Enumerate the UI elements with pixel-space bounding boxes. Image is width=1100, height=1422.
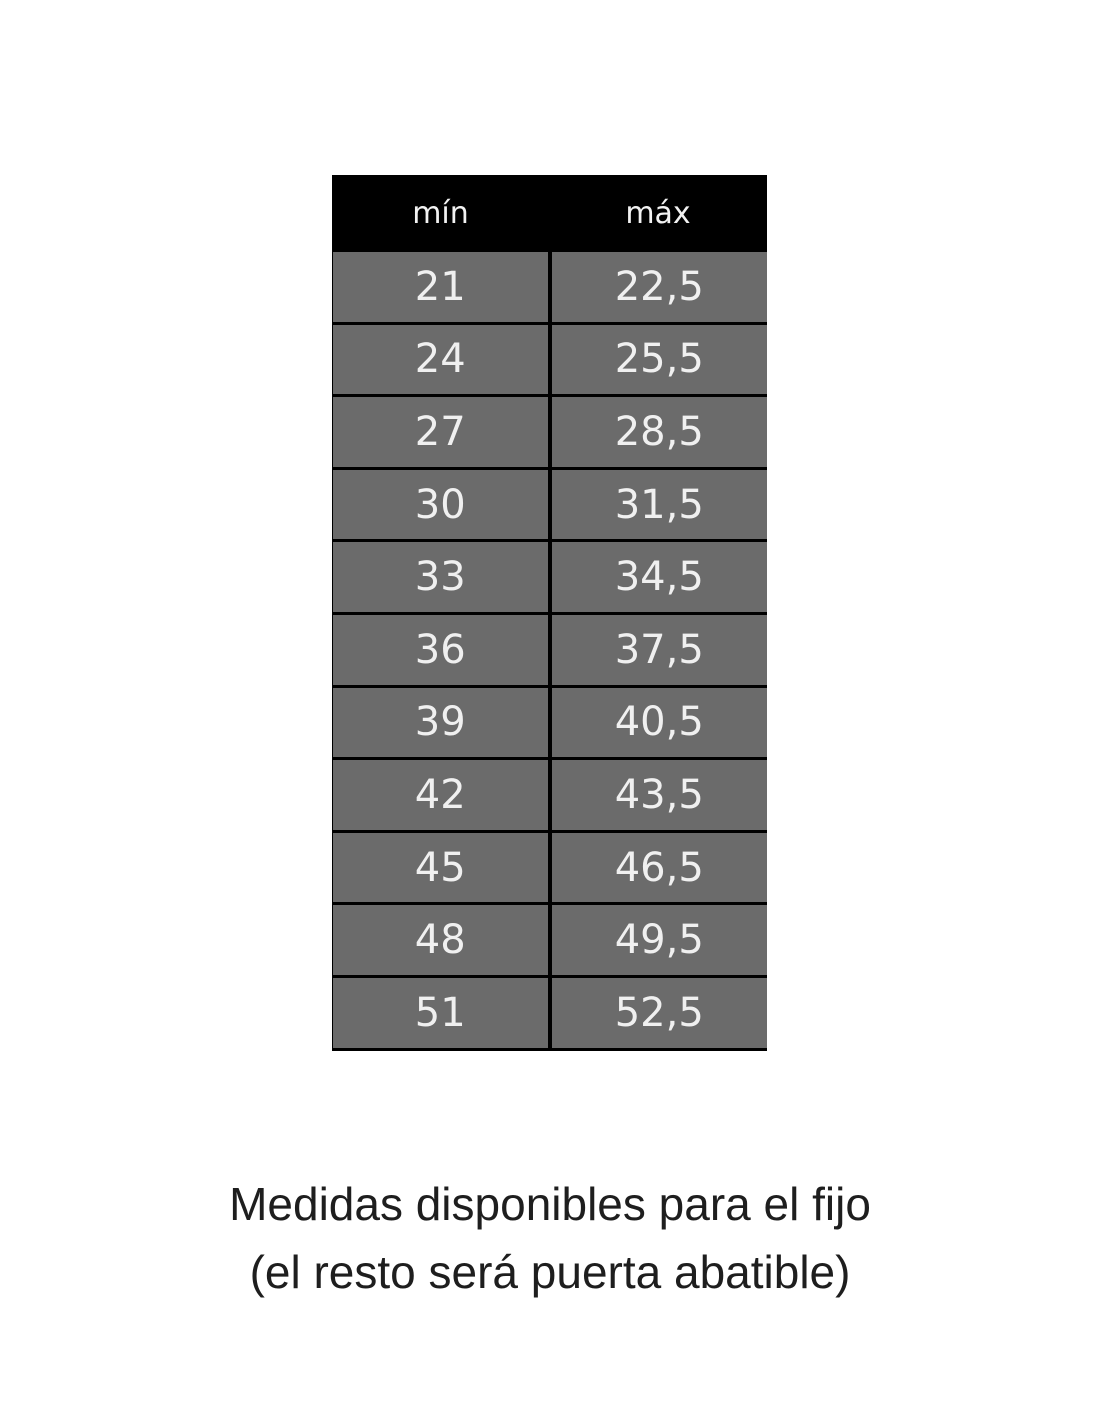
table-header: mín máx: [332, 175, 767, 252]
table-row: 36 37,5: [332, 614, 767, 688]
cell-min: 33: [333, 542, 548, 612]
table-row: 51 52,5: [332, 977, 767, 1051]
table-row: 42 43,5: [332, 760, 767, 833]
cell-max: 37,5: [551, 614, 767, 685]
cell-max: 43,5: [551, 760, 767, 830]
size-table: mín máx 21 22,5 24 25,5 27 28,5 30 31,5 33 34,5 36…: [332, 175, 767, 1051]
cell-min: 36: [333, 614, 548, 685]
cell-min: 45: [333, 832, 548, 903]
cell-max: 52,5: [551, 977, 767, 1048]
cell-max: 34,5: [551, 542, 767, 612]
cell-max: 25,5: [551, 324, 767, 395]
header-min: mín: [412, 196, 469, 231]
cell-min: 30: [333, 469, 548, 540]
cell-min: 24: [333, 324, 548, 395]
cell-max: 40,5: [551, 687, 767, 758]
table-row: 33 34,5: [332, 542, 767, 615]
cell-max: 31,5: [551, 469, 767, 540]
table-row: 45 46,5: [332, 832, 767, 906]
table-row: 48 49,5: [332, 905, 767, 978]
cell-min: 39: [333, 687, 548, 758]
cell-min: 48: [333, 905, 548, 975]
cell-max: 22,5: [551, 252, 767, 322]
cell-max: 46,5: [551, 832, 767, 903]
cell-max: 28,5: [551, 397, 767, 467]
table-row: 21 22,5: [332, 252, 767, 325]
table-row: 27 28,5: [332, 397, 767, 470]
caption: Medidas disponibles para el fijo (el res…: [0, 1170, 1100, 1306]
table-row: 39 40,5: [332, 687, 767, 761]
table-row: 30 31,5: [332, 469, 767, 543]
cell-min: 51: [333, 977, 548, 1048]
table-row: 24 25,5: [332, 324, 767, 398]
cell-min: 21: [333, 252, 548, 322]
cell-max: 49,5: [551, 905, 767, 975]
caption-line-1: Medidas disponibles para el fijo: [229, 1178, 871, 1230]
caption-line-2: (el resto será puerta abatible): [249, 1246, 851, 1298]
header-max: máx: [625, 196, 691, 231]
cell-min: 42: [333, 760, 548, 830]
cell-min: 27: [333, 397, 548, 467]
